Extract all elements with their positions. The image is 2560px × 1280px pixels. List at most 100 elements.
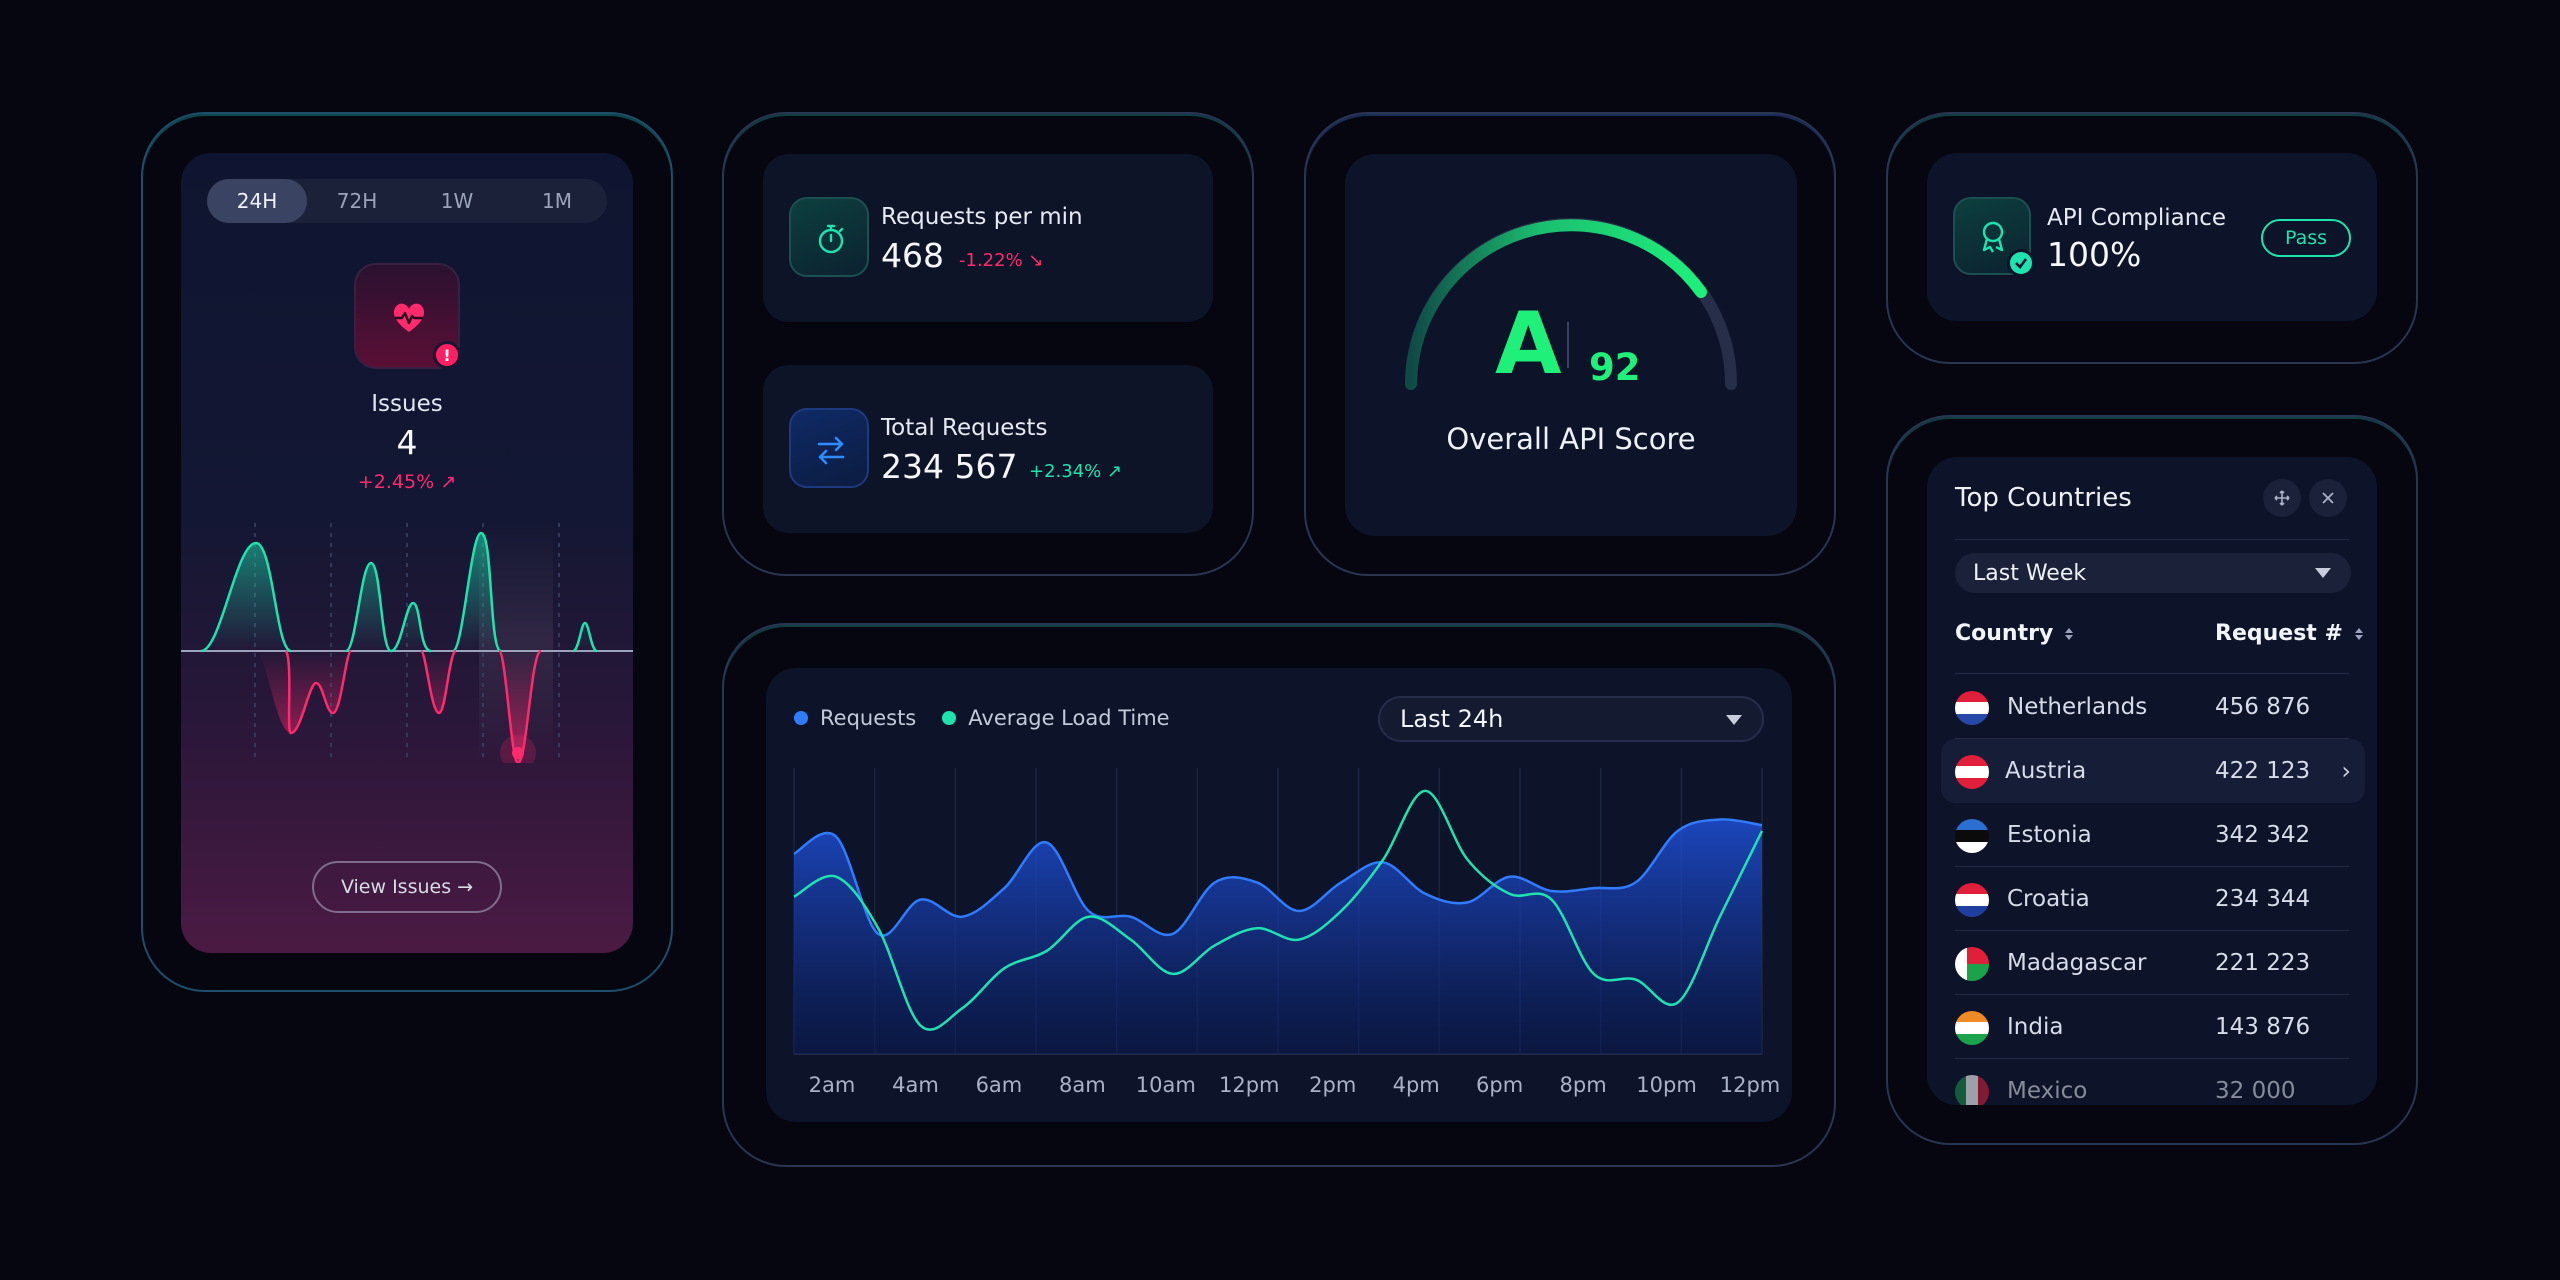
table-row[interactable]: Austria 422 123 ›	[1941, 739, 2365, 803]
country-name: Austria	[2005, 758, 2087, 784]
table-row[interactable]: Estonia 342 342	[1955, 803, 2349, 867]
requests-per-min-value: 468	[881, 236, 944, 275]
heart-pulse-icon	[393, 303, 425, 332]
requests-area-chart: 2am 4am 6am 8am 10am 12pm 2pm 4pm 6pm 8pm 10pm 12pm	[793, 768, 1781, 1097]
stopwatch-icon-box	[789, 197, 869, 277]
country-column-label: Country	[1955, 621, 2054, 646]
row-divider	[1955, 866, 2349, 867]
tab-72h[interactable]: 72H	[336, 189, 378, 213]
issues-card-frame	[141, 112, 673, 992]
chevron-down-icon	[1726, 715, 1742, 725]
tab-1m[interactable]: 1M	[542, 189, 572, 213]
x-tick-label: 4am	[892, 1073, 939, 1097]
compliance-value: 100%	[2047, 235, 2142, 274]
request-count: 221 223	[2215, 950, 2311, 976]
table-row[interactable]: Netherlands 456 876	[1955, 675, 2349, 739]
mexico-flag-icon	[1955, 1075, 1989, 1105]
swap-arrows-icon	[817, 436, 845, 465]
requests-per-min-label: Requests per min	[881, 204, 1083, 230]
countries-range-select[interactable]: Last Week	[1955, 553, 2351, 593]
country-column-header[interactable]: Country	[1955, 621, 2074, 646]
table-row[interactable]: India 143 876	[1955, 995, 2349, 1059]
issues-title: Issues	[371, 391, 443, 417]
sort-icon	[2065, 627, 2074, 640]
chart-range-select[interactable]: Last 24h	[1378, 696, 1764, 742]
api-score-card: A 92 Overall API Score	[1345, 154, 1797, 536]
request-count: 234 344	[2215, 886, 2311, 912]
legend-load-time[interactable]: Average Load Time	[942, 706, 1170, 730]
header-divider	[1955, 539, 2349, 540]
chart-card-frame	[722, 623, 1836, 1167]
legend-requests[interactable]: Requests	[794, 706, 916, 730]
compliance-card-frame	[1886, 112, 2418, 364]
x-tick-label: 12pm	[1720, 1073, 1781, 1097]
table-row[interactable]: Mexico 32 000	[1955, 1059, 2349, 1105]
estonia-flag-icon	[1955, 819, 1989, 853]
country-name: India	[2007, 1014, 2064, 1040]
pass-badge[interactable]: Pass	[2261, 219, 2351, 257]
requests-card-frame	[722, 112, 1254, 576]
x-tick-label: 2am	[809, 1073, 856, 1097]
requests-series-line	[793, 818, 1763, 937]
x-tick-label: 6pm	[1476, 1073, 1523, 1097]
requests-chart-card: 2am 4am 6am 8am 10am 12pm 2pm 4pm 6pm 8pm 10pm 12pm…	[766, 668, 1792, 1122]
india-flag-icon	[1955, 1011, 1989, 1045]
legend-requests-dot	[794, 711, 808, 725]
badge-check-icon	[1982, 221, 2004, 253]
row-divider	[1955, 994, 2349, 995]
chart-legend: Requests Average Load Time	[794, 706, 1170, 730]
request-count: 456 876	[2215, 694, 2311, 720]
x-tick-label: 4pm	[1393, 1073, 1440, 1097]
request-count: 342 342	[2215, 822, 2311, 848]
austria-flag-icon	[1955, 755, 1989, 789]
total-requests-value: 234 567	[881, 447, 1018, 486]
legend-load-time-dot	[942, 711, 957, 725]
country-name: Estonia	[2007, 822, 2092, 848]
x-tick-label: 10am	[1136, 1073, 1196, 1097]
x-tick-label: 12pm	[1219, 1073, 1280, 1097]
table-row[interactable]: Madagascar 221 223	[1955, 931, 2349, 995]
tab-1w[interactable]: 1W	[440, 189, 474, 213]
countries-title: Top Countries	[1955, 483, 2132, 513]
requests-column-label: Request #	[2215, 621, 2343, 646]
total-requests-card: Total Requests 234 567 +2.34% ↗	[763, 365, 1213, 533]
country-name: Netherlands	[2007, 694, 2148, 720]
score-card-frame	[1304, 112, 1836, 576]
wave-negative-fill	[256, 651, 541, 763]
requests-per-min-card: Requests per min 468 -1.22% ↘	[763, 154, 1213, 322]
croatia-flag-icon	[1955, 883, 1989, 917]
top-countries-card: Top Countries Last Week Country Request …	[1927, 457, 2377, 1105]
request-count: 422 123	[2215, 758, 2311, 784]
close-icon[interactable]	[2309, 479, 2347, 517]
x-tick-label: 10pm	[1636, 1073, 1697, 1097]
countries-range-value: Last Week	[1973, 560, 2087, 586]
row-divider	[1955, 1058, 2349, 1059]
view-issues-button[interactable]: View Issues →	[312, 861, 502, 913]
wave-positive-fill	[181, 533, 633, 651]
row-divider	[1955, 930, 2349, 931]
legend-requests-label: Requests	[820, 706, 917, 730]
move-icon[interactable]	[2263, 479, 2301, 517]
stopwatch-icon	[818, 224, 844, 254]
table-row[interactable]: Croatia 234 344	[1955, 867, 2349, 931]
netherlands-flag-icon	[1955, 691, 1989, 725]
country-name: Madagascar	[2007, 950, 2147, 976]
x-tick-label: 8pm	[1560, 1073, 1607, 1097]
api-compliance-card: API Compliance 100% Pass	[1927, 153, 2377, 321]
country-name: Croatia	[2007, 886, 2090, 912]
alert-icon: !	[433, 341, 461, 369]
madagascar-flag-icon	[1955, 947, 1989, 981]
table-header-divider	[1955, 673, 2349, 674]
countries-card-frame	[1886, 415, 2418, 1145]
swap-arrows-icon-box	[789, 408, 869, 488]
score-label: Overall API Score	[1446, 422, 1696, 456]
wave-positive-line	[200, 531, 598, 653]
sort-icon	[2354, 627, 2363, 640]
gauge-track	[1405, 218, 1737, 390]
legend-load-time-label: Average Load Time	[968, 706, 1170, 730]
x-tick-label: 8am	[1059, 1073, 1106, 1097]
request-count: 32 000	[2215, 1078, 2296, 1104]
requests-column-header[interactable]: Request #	[2215, 621, 2363, 646]
country-name: Mexico	[2007, 1078, 2088, 1104]
tab-24h[interactable]: 24H	[207, 179, 307, 223]
